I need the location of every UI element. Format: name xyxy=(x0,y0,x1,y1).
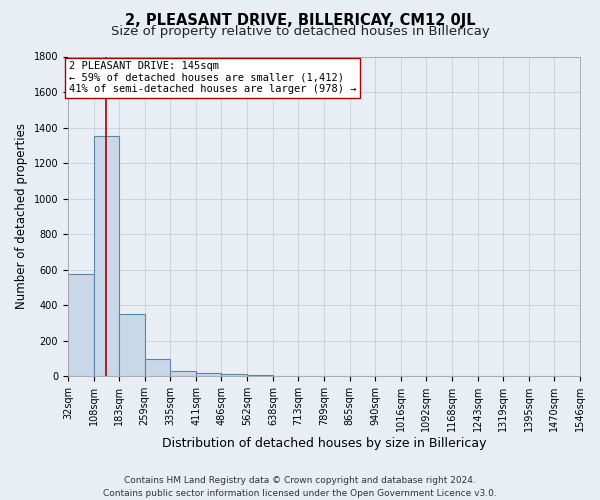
X-axis label: Distribution of detached houses by size in Billericay: Distribution of detached houses by size … xyxy=(162,437,486,450)
Bar xyxy=(221,374,247,376)
Bar xyxy=(68,274,94,376)
Bar xyxy=(170,371,196,376)
Bar xyxy=(196,373,221,376)
Bar xyxy=(119,314,145,376)
Text: 2, PLEASANT DRIVE, BILLERICAY, CM12 0JL: 2, PLEASANT DRIVE, BILLERICAY, CM12 0JL xyxy=(125,12,475,28)
Text: Size of property relative to detached houses in Billericay: Size of property relative to detached ho… xyxy=(110,25,490,38)
Bar xyxy=(94,136,119,376)
Y-axis label: Number of detached properties: Number of detached properties xyxy=(15,124,28,310)
Bar xyxy=(145,360,170,376)
Text: 2 PLEASANT DRIVE: 145sqm
← 59% of detached houses are smaller (1,412)
41% of sem: 2 PLEASANT DRIVE: 145sqm ← 59% of detach… xyxy=(68,62,356,94)
Text: Contains HM Land Registry data © Crown copyright and database right 2024.
Contai: Contains HM Land Registry data © Crown c… xyxy=(103,476,497,498)
